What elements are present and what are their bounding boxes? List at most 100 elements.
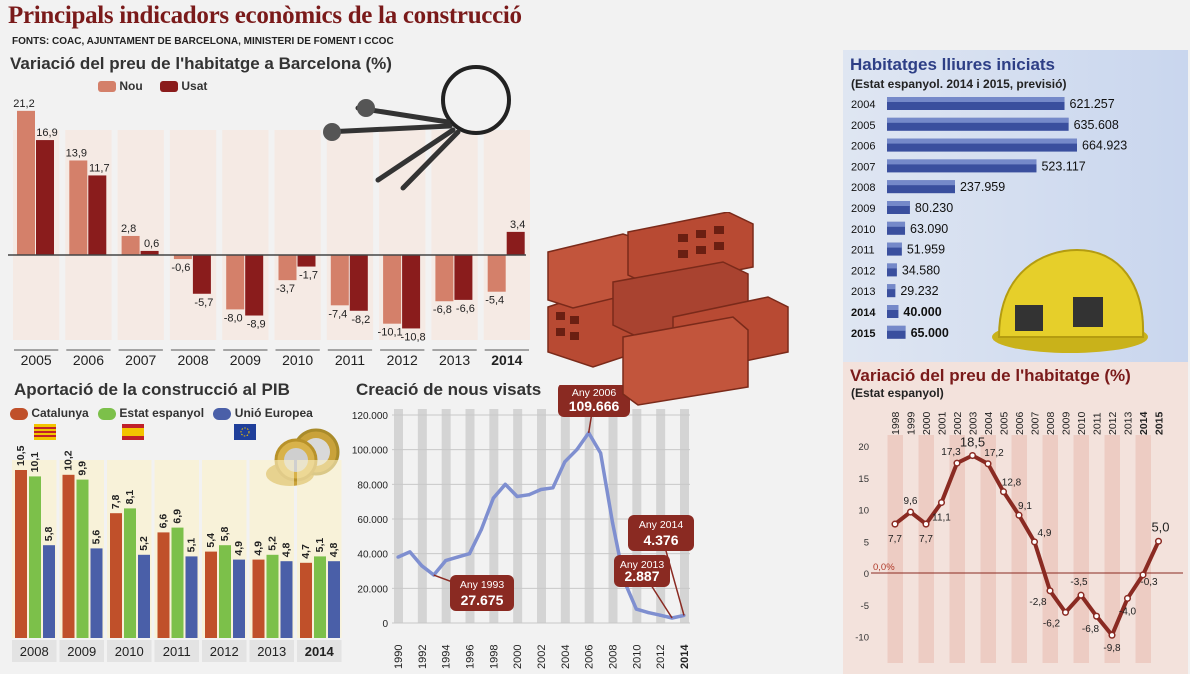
bar-label: 4,9: [253, 541, 265, 556]
bar-highlight: [887, 263, 897, 269]
callout-box: [614, 555, 670, 587]
grid-stripe: [537, 409, 546, 623]
chart-habitatges-subtitle: (Estat espanyol. 2014 i 2015, previsió): [851, 77, 1067, 91]
point-label: 9,6: [904, 496, 918, 507]
point-label: 17,3: [941, 447, 961, 458]
bar-usat-2012: [402, 255, 421, 329]
year-column-bg: [274, 130, 321, 340]
y-tick-label: -10: [855, 633, 869, 644]
y-tick-label: 2009: [851, 203, 875, 215]
bar-label: 51.959: [907, 243, 945, 257]
data-point-2008: [610, 520, 615, 525]
x-tick-label: 2015: [1154, 411, 1166, 435]
bar-usat-2005: [36, 140, 54, 255]
bar-label: 7,8: [110, 494, 122, 509]
x-tick-label: 2013: [1123, 411, 1135, 435]
x-tick-label: 2010: [282, 352, 313, 368]
data-point-1990: [396, 555, 400, 559]
x-tick-label: 2012: [655, 645, 667, 669]
data-point-2012: [1108, 631, 1116, 639]
year-column-bg: [1042, 435, 1058, 663]
year-column-bg: [117, 130, 164, 340]
x-tick-label: 2002: [536, 645, 548, 669]
x-tick-label: 2004: [560, 645, 572, 669]
callout-value: 109.666: [569, 398, 620, 414]
catalonia-flag-icon: [34, 424, 56, 440]
bar-label: 29.232: [900, 284, 938, 298]
callout-year: Any 2013: [620, 559, 665, 571]
bar-label: 5,1: [186, 538, 198, 553]
y-tick-label: 0: [382, 619, 388, 630]
bar-label: 5,2: [267, 536, 279, 551]
legend-swatch-catalunya: [10, 407, 28, 420]
x-tick-label: 2010: [631, 645, 643, 669]
data-point-2010: [1077, 591, 1085, 599]
bar-label: 3,4: [510, 219, 525, 231]
x-tick-label: 1996: [465, 645, 477, 669]
x-tick-label: 2014: [491, 352, 522, 368]
bar-label: 4,9: [233, 541, 245, 556]
bar-label: 2,8: [121, 223, 136, 235]
page-title: Principals indicadors econòmics de la co…: [8, 2, 522, 29]
data-point-2002: [953, 459, 961, 467]
x-tick-label: 2011: [1092, 412, 1104, 435]
legend-swatch-ue: [213, 407, 232, 420]
x-tick-label: 2003: [968, 411, 980, 435]
data-point-2003: [551, 486, 555, 490]
x-tick-label: 2011: [335, 352, 365, 368]
x-tick-label: 2014: [1138, 411, 1150, 435]
x-tick-label: 2008: [20, 644, 49, 659]
x-tick-label: 2004: [983, 411, 995, 435]
x-tick-bg: [107, 640, 152, 662]
bar-highlight: [887, 180, 955, 186]
bar-unió-europea-2012: [233, 559, 245, 638]
point-label: 4,9: [1038, 528, 1052, 539]
y-tick-label: -5: [861, 601, 869, 612]
bar-label: 21,2: [13, 98, 34, 110]
chart-habitatges: 2004 621.257 2005 635.608 2006 664.923 2007 523…: [851, 97, 1127, 340]
legend-swatch-usat: [160, 81, 179, 93]
x-tick-label: 2013: [257, 644, 286, 659]
bar-label: -8,2: [351, 314, 370, 326]
callout-box: [450, 575, 514, 611]
bar-highlight: [887, 305, 899, 310]
grid-stripe: [394, 409, 403, 623]
grid-stripe: [465, 409, 475, 623]
x-tick-label: 2012: [210, 644, 239, 659]
y-tick-label: 20.000: [357, 584, 388, 595]
bar-unió-europea-2014: [328, 561, 340, 638]
y-tick-label: 2011: [851, 245, 875, 257]
bar-label: 0,6: [144, 238, 159, 250]
legend-preu-bcn: Nou Usat: [98, 79, 207, 93]
bar-highlight: [887, 117, 1069, 123]
bar-nou-2011: [330, 255, 349, 306]
year-column-bg: [1104, 435, 1120, 663]
y-tick-label: 2014: [851, 307, 876, 319]
bar-2012: [887, 263, 897, 277]
year-column-bg: [949, 435, 965, 663]
legend-label-nou: Nou: [119, 79, 143, 93]
data-point-2000: [515, 494, 519, 499]
x-tick-label: 2006: [1014, 411, 1026, 435]
grid-stripe: [513, 409, 523, 623]
chart-preu-estat: 1998 1999 2000 2001 2002 2003 2004 2005 2006 2007…: [855, 411, 1183, 663]
x-tick-label: 1998: [890, 411, 902, 435]
x-tick-label: 1998: [488, 645, 500, 669]
bar-usat-2007: [140, 250, 159, 255]
x-tick-label: 2006: [584, 645, 596, 669]
point-label: 7,7: [919, 534, 933, 545]
callout-year: Any 1993: [460, 579, 505, 591]
grid-stripe: [417, 409, 427, 623]
bar-usat-2014: [506, 231, 525, 255]
point-label: 12,8: [1002, 478, 1022, 489]
bar-label: 6,6: [158, 514, 170, 529]
bar-label: 664.923: [1082, 139, 1127, 153]
x-tick-label: 2012: [1107, 411, 1119, 435]
bar-label: 6,9: [172, 509, 184, 524]
bar-catalunya-2012: [205, 551, 217, 638]
y-tick-label: 2004: [851, 99, 875, 111]
bar-label: -6,8: [433, 304, 452, 316]
point-label: 5,0: [1151, 519, 1169, 534]
bar-unió-europea-2011: [185, 556, 198, 638]
bar-usat-2013: [454, 255, 473, 300]
